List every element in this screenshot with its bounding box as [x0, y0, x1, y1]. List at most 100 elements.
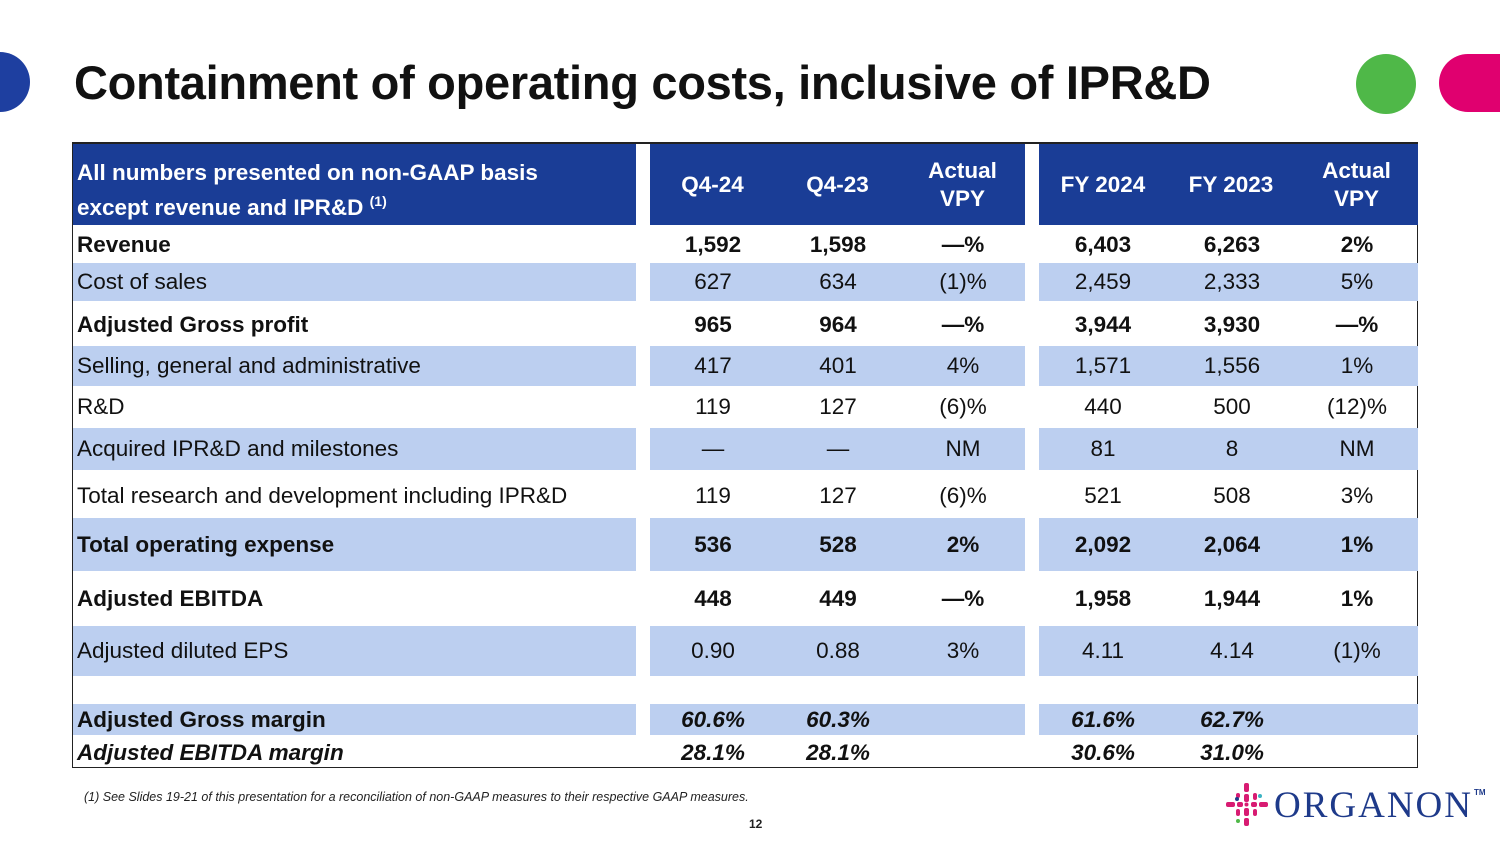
row-band	[1039, 346, 1418, 386]
page-title: Containment of operating costs, inclusiv…	[74, 56, 1211, 109]
row-band	[73, 346, 636, 386]
cell-fy-vpy: NM	[1339, 436, 1375, 461]
cell-quarter-vpy: —%	[941, 232, 985, 257]
cell-fy-2023: 31.0%	[1200, 739, 1264, 765]
row-band	[650, 626, 1025, 676]
cell-fy-2024: 30.6%	[1071, 739, 1135, 765]
cell-fy-2023: 1,944	[1203, 586, 1261, 611]
cell-q4-24: 536	[694, 531, 732, 557]
cell-fy-2024: 521	[1084, 483, 1122, 508]
cell-fy-2024: 81	[1090, 436, 1116, 461]
column-header-quarter-vpy: Actual VPY	[928, 157, 997, 211]
column-header-fy-vpy: Actual VPY	[1322, 157, 1391, 211]
row-label: Total research and development including…	[77, 483, 568, 508]
cell-fy-2023: 4.14	[1210, 638, 1254, 663]
row-band	[1039, 263, 1418, 301]
cell-fy-2024: 6,403	[1074, 232, 1132, 257]
cell-fy-2024: 1,571	[1074, 353, 1132, 378]
cell-fy-2024: 2,092	[1074, 531, 1132, 557]
cell-quarter-vpy: 4%	[946, 353, 980, 378]
cell-q4-24: 0.90	[691, 638, 735, 663]
cell-q4-23: 28.1%	[806, 739, 870, 765]
cell-q4-24: 60.6%	[681, 706, 745, 732]
organon-mark-icon	[1226, 783, 1268, 826]
cell-fy-2023: 1,556	[1203, 353, 1261, 378]
cell-quarter-vpy: —%	[941, 586, 985, 611]
cell-fy-vpy: 2%	[1340, 232, 1374, 257]
cell-q4-23: 449	[819, 586, 857, 611]
cell-q4-24: 119	[695, 394, 731, 419]
row-label: Acquired IPR&D and milestones	[77, 436, 399, 461]
cell-quarter-vpy	[903, 737, 1023, 768]
row-band	[1039, 428, 1418, 470]
row-label: R&D	[77, 394, 125, 419]
cell-fy-vpy: 3%	[1340, 483, 1374, 508]
decorative-blue-circle	[0, 52, 30, 112]
cell-q4-23: 964	[819, 312, 857, 337]
cell-fy-vpy: 5%	[1340, 269, 1374, 294]
cell-fy-vpy	[1297, 704, 1417, 735]
row-band	[73, 626, 636, 676]
table-header-fy-group: FY 2024 FY 2023 Actual VPY	[1039, 144, 1418, 225]
row-label: Adjusted Gross margin	[77, 706, 326, 732]
row-label: Revenue	[77, 232, 171, 257]
decorative-green-circle	[1356, 54, 1416, 114]
row-band	[650, 704, 1025, 735]
cell-q4-24: 119	[695, 483, 731, 508]
cell-fy-2024: 440	[1084, 394, 1122, 419]
row-label: Adjusted diluted EPS	[77, 638, 289, 663]
row-band	[73, 704, 636, 735]
cell-q4-24: 448	[694, 586, 732, 611]
cell-quarter-vpy: —%	[941, 312, 985, 337]
row-band	[73, 518, 636, 571]
cell-q4-24: —	[701, 436, 725, 461]
cell-quarter-vpy: NM	[945, 436, 981, 461]
cell-fy-vpy: 1%	[1340, 531, 1374, 557]
cell-fy-vpy	[1297, 737, 1417, 768]
cell-q4-24: 1,592	[684, 232, 742, 257]
cell-q4-24: 28.1%	[681, 739, 745, 765]
cell-fy-vpy: 1%	[1340, 353, 1374, 378]
cell-fy-2023: 2,064	[1203, 531, 1261, 557]
cell-q4-23: 401	[819, 353, 857, 378]
cell-quarter-vpy: 2%	[946, 531, 980, 557]
organon-wordmark: ORGANON	[1274, 784, 1473, 826]
row-band	[1039, 518, 1418, 571]
row-label: Adjusted EBITDA	[77, 586, 264, 611]
cell-q4-23: 127	[819, 394, 857, 419]
cell-fy-vpy: (1)%	[1333, 638, 1381, 663]
column-header-q4-23: Q4-23	[806, 171, 869, 197]
cell-fy-2024: 2,459	[1074, 269, 1132, 294]
footnote: (1) See Slides 19-21 of this presentatio…	[84, 790, 749, 804]
cell-q4-24: 417	[694, 353, 732, 378]
page-number: 12	[749, 817, 763, 831]
header-label-line2: except revenue and IPR&D	[77, 195, 364, 220]
row-band	[1039, 626, 1418, 676]
cell-q4-23: 0.88	[816, 638, 860, 663]
row-band	[73, 428, 636, 470]
cell-fy-vpy: 1%	[1340, 586, 1374, 611]
footnote-ref: (1)	[369, 193, 387, 209]
cell-quarter-vpy: (6)%	[939, 394, 987, 419]
header-label-line1: All numbers presented on non-GAAP basis	[77, 160, 538, 185]
cell-fy-2023: 500	[1213, 394, 1251, 419]
column-header-q4-24: Q4-24	[681, 171, 744, 197]
cell-fy-2024: 61.6%	[1071, 706, 1135, 732]
decorative-pink-pill	[1439, 54, 1500, 112]
cell-fy-2023: 508	[1213, 483, 1251, 508]
cell-fy-vpy: —%	[1335, 312, 1379, 337]
cell-quarter-vpy: (6)%	[939, 483, 987, 508]
row-label: Adjusted Gross profit	[77, 312, 309, 337]
row-band	[73, 263, 636, 301]
row-band	[650, 428, 1025, 470]
cell-q4-24: 627	[694, 269, 732, 294]
table-header-label: All numbers presented on non-GAAP basis …	[73, 144, 636, 225]
row-label: Adjusted EBITDA margin	[77, 739, 344, 765]
cell-quarter-vpy	[903, 704, 1023, 735]
column-header-fy-2024: FY 2024	[1060, 171, 1146, 197]
cell-quarter-vpy: (1)%	[939, 269, 987, 294]
row-band	[650, 518, 1025, 571]
row-label: Total operating expense	[77, 531, 335, 557]
row-band	[650, 263, 1025, 301]
row-label: Selling, general and administrative	[77, 353, 421, 378]
